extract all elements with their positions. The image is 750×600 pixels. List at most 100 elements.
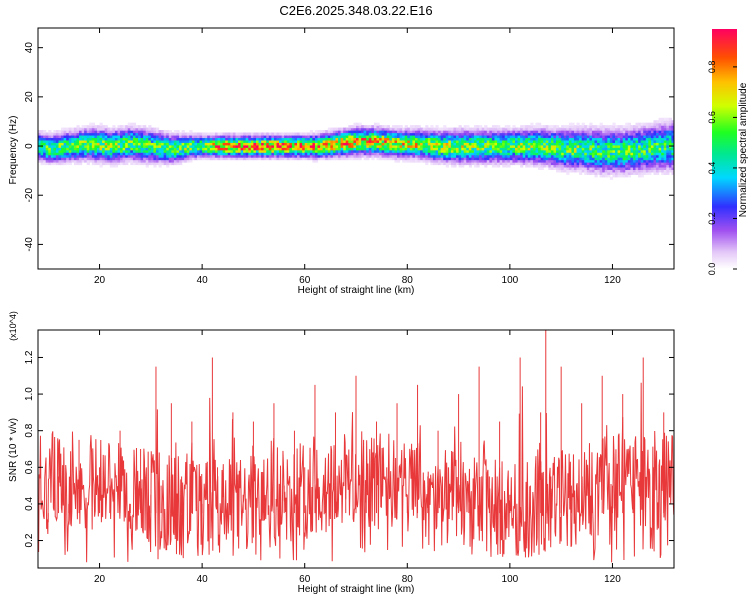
heatmap-cell	[189, 142, 193, 146]
heatmap-cell	[214, 137, 219, 141]
heatmap-cell	[73, 157, 78, 161]
heatmap-cell	[163, 162, 167, 166]
heatmap-cell	[486, 147, 490, 151]
heatmap-cell	[68, 159, 72, 163]
heatmap-cell	[512, 139, 516, 143]
heatmap-cell	[604, 159, 608, 163]
heatmap-cell	[327, 157, 331, 161]
heatmap-cell	[497, 152, 501, 156]
heatmap-cell	[225, 139, 229, 143]
heatmap-cell	[561, 162, 565, 166]
heatmap-cell	[473, 142, 478, 146]
heatmap-cell	[638, 166, 642, 170]
heatmap-cell	[368, 132, 372, 136]
heatmap-cell	[158, 149, 162, 153]
heatmap-cell	[635, 147, 639, 151]
heatmap-cell	[317, 144, 321, 148]
heatmap-cell	[261, 157, 265, 161]
heatmap-cell	[661, 122, 665, 126]
heatmap-cell	[548, 162, 552, 166]
heatmap-cell	[668, 122, 673, 126]
heatmap-cell	[615, 174, 619, 178]
heatmap-cell	[248, 142, 252, 146]
heatmap-cell	[550, 162, 555, 166]
heatmap-cell	[438, 132, 442, 136]
heatmap-cell	[463, 137, 467, 141]
heatmap-cell	[340, 154, 344, 158]
heatmap-cell	[545, 134, 549, 139]
heatmap-cell	[558, 166, 562, 170]
heatmap-cell	[522, 125, 526, 129]
heatmap-cell	[94, 130, 98, 134]
heatmap-cell	[276, 154, 280, 158]
heatmap-cell	[609, 159, 614, 163]
heatmap-cell	[53, 139, 57, 143]
heatmap-cell	[138, 157, 142, 161]
heatmap-cell	[512, 132, 516, 136]
heatmap-cell	[63, 147, 67, 151]
heatmap-cell	[473, 132, 478, 136]
heatmap-cell	[225, 149, 229, 153]
heatmap-cell	[217, 152, 221, 156]
heatmap-cell	[630, 132, 634, 136]
heatmap-cell	[38, 132, 42, 136]
heatmap-cell	[245, 132, 249, 136]
heatmap-cell	[666, 122, 670, 126]
heatmap-cell	[294, 134, 298, 139]
heatmap-cell	[255, 134, 260, 139]
heatmap-cell	[653, 164, 657, 168]
heatmap-cell	[120, 139, 124, 143]
heatmap-cell	[494, 152, 498, 156]
heatmap-cell	[604, 152, 608, 156]
heatmap-cell	[114, 164, 119, 168]
heatmap-cell	[176, 152, 180, 156]
heatmap-cell	[617, 164, 621, 168]
x-tick-label: 100	[502, 275, 519, 286]
heatmap-cell	[368, 125, 372, 129]
heatmap-cell	[561, 164, 565, 168]
heatmap-cell	[535, 159, 539, 163]
heatmap-cell	[425, 139, 429, 143]
heatmap-cell	[358, 142, 362, 146]
heatmap-cell	[661, 159, 665, 163]
heatmap-cell	[309, 149, 313, 153]
heatmap-cell	[609, 137, 614, 141]
heatmap-cell	[235, 154, 239, 158]
heatmap-cell	[407, 137, 411, 141]
heatmap-cell	[615, 149, 619, 153]
heatmap-cell	[668, 149, 673, 153]
heatmap-cell	[461, 134, 465, 139]
snr-multiplier: (x10^4)	[8, 311, 18, 341]
heatmap-cell	[571, 157, 575, 161]
heatmap-cell	[609, 142, 614, 146]
heatmap-cell	[486, 157, 490, 161]
heatmap-cell	[294, 147, 298, 151]
heatmap-cell	[502, 142, 506, 146]
heatmap-cell	[645, 134, 649, 139]
heatmap-cell	[312, 144, 316, 148]
heatmap-cell	[299, 152, 303, 156]
heatmap-cell	[79, 134, 83, 139]
heatmap-cell	[132, 127, 137, 131]
heatmap-cell	[522, 152, 526, 156]
heatmap-cell	[571, 164, 575, 168]
heatmap-cell	[645, 164, 649, 168]
heatmap-cell	[615, 171, 619, 175]
heatmap-cell	[361, 142, 365, 146]
heatmap-cell	[263, 134, 267, 139]
heatmap-cell	[661, 117, 665, 121]
heatmap-cell	[414, 149, 419, 153]
heatmap-cell	[432, 154, 437, 158]
heatmap-cell	[507, 125, 511, 129]
heatmap-cell	[40, 157, 44, 161]
heatmap-cell	[520, 149, 524, 153]
heatmap-cell	[45, 159, 49, 163]
heatmap-cell	[361, 139, 365, 143]
heatmap-cell	[668, 152, 673, 156]
heatmap-cell	[432, 157, 437, 161]
heatmap-cell	[491, 147, 496, 151]
heatmap-cell	[463, 162, 467, 166]
heatmap-cell	[340, 144, 344, 148]
heatmap-cell	[545, 147, 549, 151]
heatmap-cell	[581, 137, 585, 141]
